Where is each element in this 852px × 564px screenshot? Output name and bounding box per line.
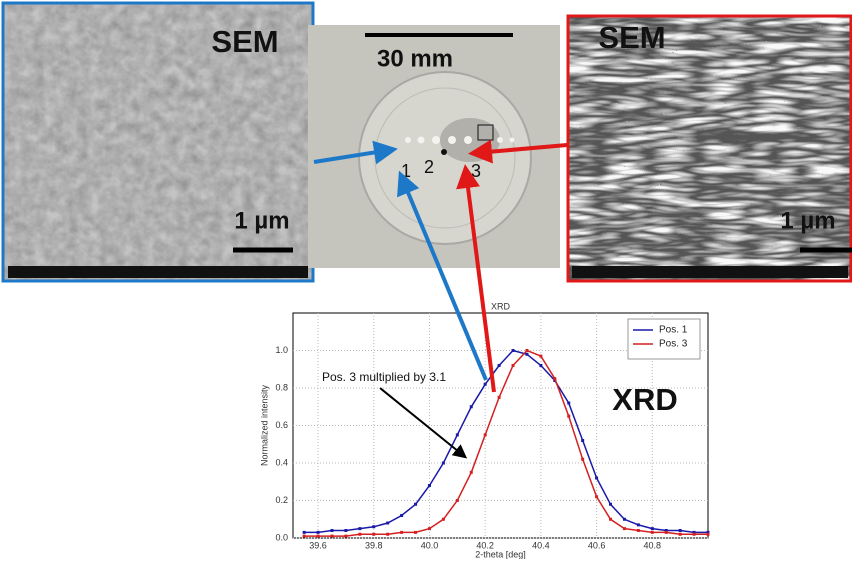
data-point [455, 499, 459, 502]
data-point [469, 405, 473, 409]
series-line [304, 349, 708, 534]
data-point [386, 532, 390, 536]
legend-box [627, 318, 701, 360]
data-point [302, 530, 306, 534]
data-point [414, 530, 418, 534]
data-point [316, 534, 320, 538]
data-point [650, 530, 654, 534]
xrd-chart: 39.6 39.8 40.0 40.2 40.4 40.6 40.8 0.0 0.2 0.4 0.6… [259, 301, 710, 559]
legend-label: Pos. 1 [659, 325, 688, 336]
data-point [692, 532, 696, 536]
position-label: 2 [424, 157, 434, 177]
data-point [441, 461, 445, 465]
right-sem-panel: SEM 1 µm [566, 14, 852, 283]
arrows [313, 139, 568, 393]
data-point [316, 530, 320, 534]
chart-title: XRD [491, 301, 511, 311]
x-tick-label: 39.6 [309, 540, 327, 550]
scale-label: 30 mm [377, 45, 453, 72]
data-point [400, 514, 404, 517]
legend-label: Pos. 3 [659, 339, 688, 350]
x-tick-label: 40.8 [644, 540, 662, 550]
x-tick-label: 39.8 [365, 540, 383, 550]
data-point [636, 529, 640, 532]
data-point [358, 527, 362, 531]
data-point [706, 530, 710, 534]
x-tick-label: 40.0 [421, 540, 439, 550]
position-label: 1 [401, 161, 411, 181]
data-point [497, 364, 501, 367]
data-point [692, 530, 696, 534]
y-tick-label: 1.0 [275, 345, 288, 355]
data-point [483, 433, 487, 437]
data-point [483, 382, 487, 386]
data-point [469, 470, 473, 474]
data-point [414, 502, 418, 506]
data-point [511, 349, 515, 352]
data-point [553, 377, 557, 381]
data-point [581, 439, 585, 442]
data-point [372, 525, 376, 529]
data-point [595, 495, 599, 499]
data-point [539, 354, 543, 358]
data-point [609, 517, 613, 521]
data-point [372, 532, 376, 536]
data-point [386, 521, 390, 525]
data-point [706, 532, 710, 536]
data-point [525, 352, 529, 356]
left-sem-panel: SEM 1 µm [1, 1, 315, 283]
data-point [344, 534, 348, 538]
x-tick-label: 40.2 [476, 540, 494, 550]
data-point [567, 401, 571, 405]
data-point [678, 532, 682, 536]
y-tick-label: 0.8 [275, 382, 288, 392]
data-point [664, 530, 668, 534]
data-point [302, 534, 306, 538]
data-point [344, 529, 348, 532]
data-point [358, 532, 362, 536]
data-point [664, 529, 668, 532]
data-point [525, 349, 529, 352]
sem-label: SEM [211, 24, 278, 59]
y-tick-label: 0.0 [275, 532, 288, 542]
data-point [581, 457, 585, 461]
data-point [330, 529, 334, 532]
x-tick-label: 40.6 [588, 540, 606, 550]
sample-photo: 30 mm 1 2 3 [308, 25, 560, 268]
data-point [539, 364, 543, 367]
data-point [400, 530, 404, 534]
data-point [650, 527, 654, 531]
series-line [304, 349, 708, 537]
data-point [511, 364, 515, 367]
data-point [441, 517, 445, 521]
annotation: Pos. 3 multiplied by 3.1 [322, 370, 446, 384]
data-point [567, 414, 571, 418]
data-point [622, 517, 626, 521]
x-tick-label: 40.4 [532, 540, 550, 550]
xrd-label: XRD [612, 382, 677, 417]
y-tick-label: 0.4 [275, 457, 288, 467]
data-point [678, 529, 682, 532]
scale-label: 1 µm [234, 207, 289, 234]
x-axis-label: 2-theta [deg] [475, 549, 526, 559]
position-label: 3 [471, 161, 481, 181]
data-point [609, 502, 613, 506]
scale-label: 1 µm [780, 207, 835, 234]
data-point [636, 523, 640, 527]
data-point [427, 527, 431, 531]
data-point [497, 395, 501, 399]
y-axis-label: Normalized intensity [259, 384, 269, 466]
data-point [622, 527, 626, 531]
y-tick-label: 0.6 [275, 420, 288, 430]
data-point [455, 433, 459, 437]
data-point [427, 484, 431, 487]
annotation-arrow [379, 387, 468, 459]
data-point [330, 534, 334, 538]
data-point [595, 476, 599, 480]
y-tick-label: 0.2 [275, 495, 288, 505]
sem-label: SEM [598, 20, 665, 55]
